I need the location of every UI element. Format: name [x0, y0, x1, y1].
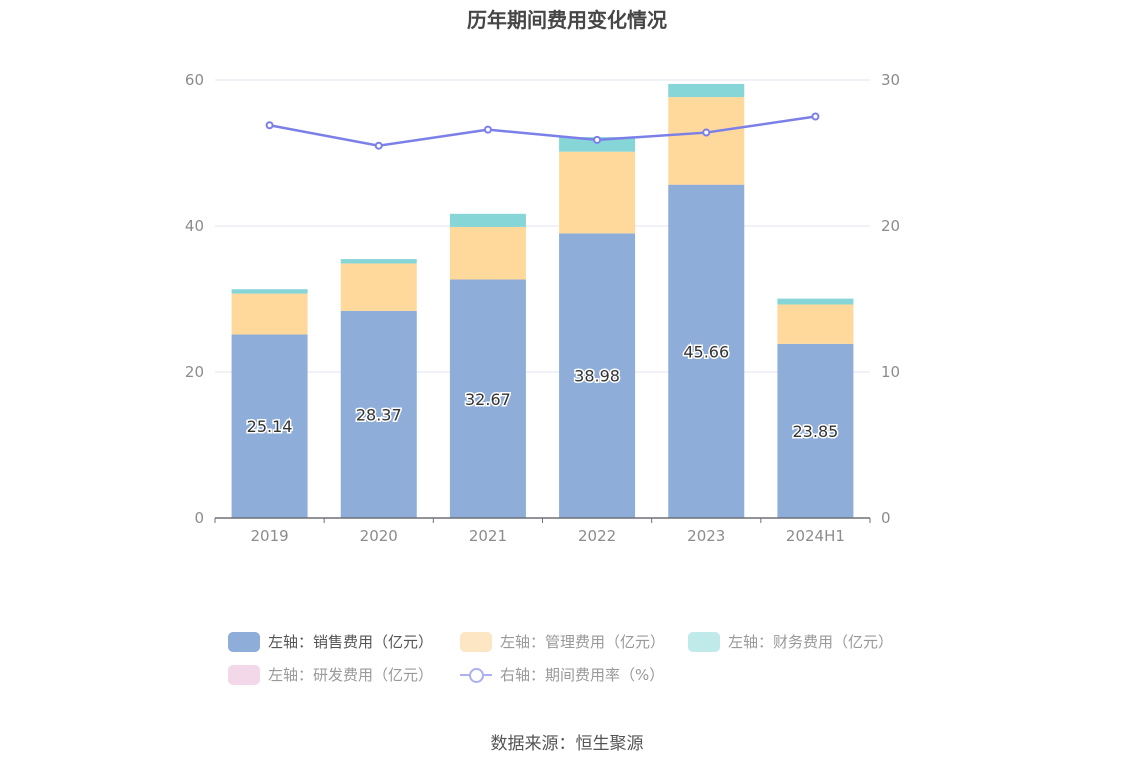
right-axis-tick-label: 20 — [881, 217, 900, 235]
expense-rate-point — [811, 112, 820, 121]
right-axis-tick-label: 10 — [881, 363, 900, 381]
bar-sales — [559, 233, 636, 519]
bar-value-label: 28.37 — [356, 405, 402, 424]
legend-item-admin[interactable]: 左轴：管理费用（亿元） — [460, 631, 665, 652]
legend-swatch-rnd — [228, 664, 260, 685]
x-axis-tick-label: 2020 — [360, 527, 398, 545]
bar-value-label: 32.67 — [465, 390, 511, 409]
left-axis-tick-label: 40 — [185, 217, 204, 235]
legend-label-sales: 左轴：销售费用（亿元） — [268, 633, 434, 651]
bar-admin — [777, 304, 854, 344]
legend-label-admin: 左轴：管理费用（亿元） — [500, 633, 666, 651]
bar-finance — [449, 213, 526, 227]
legend-swatch-finance — [688, 631, 720, 652]
legend-label-expense-rate: 右轴：期间费用率（%） — [500, 666, 665, 684]
bar-finance — [777, 298, 854, 305]
legend-swatch-expense-rate — [460, 665, 492, 685]
data-source: 数据来源：恒生聚源 — [490, 734, 644, 754]
expense-rate-point — [702, 128, 711, 137]
bar-admin — [449, 226, 526, 280]
bar-value-label: 23.85 — [793, 422, 839, 441]
x-axis-tick-label: 2022 — [578, 527, 616, 545]
bar-finance — [231, 289, 308, 294]
legend-label-finance: 左轴：财务费用（亿元） — [728, 633, 894, 651]
bar-admin — [340, 263, 417, 311]
expense-rate-point — [265, 121, 274, 130]
x-axis-tick-label: 2023 — [687, 527, 725, 545]
legend-swatch-admin — [460, 631, 492, 652]
bar-admin — [231, 293, 308, 335]
right-axis-tick-label: 30 — [881, 71, 900, 89]
legend-swatch-sales — [228, 631, 260, 652]
bar-value-label: 38.98 — [574, 367, 620, 386]
bar-sales — [777, 343, 854, 518]
left-axis-tick-label: 20 — [185, 363, 204, 381]
legend-item-sales[interactable]: 左轴：销售费用（亿元） — [228, 631, 433, 652]
legend-item-rnd[interactable]: 左轴：研发费用（亿元） — [228, 664, 433, 685]
bar-sales — [340, 310, 417, 518]
x-axis-tick-label: 2019 — [250, 527, 288, 545]
left-axis-tick-label: 60 — [185, 71, 204, 89]
bar-sales — [449, 279, 526, 518]
legend-item-expense-rate[interactable]: 右轴：期间费用率（%） — [460, 664, 664, 685]
bar-value-label: 45.66 — [683, 342, 729, 361]
x-axis-tick-label: 2021 — [469, 527, 507, 545]
expense-rate-point — [593, 135, 602, 144]
right-axis-tick-label: 0 — [881, 509, 891, 527]
expense-rate-point — [374, 141, 383, 150]
bar-finance — [340, 259, 417, 264]
bar-admin — [668, 97, 745, 185]
x-axis-tick-label: 2024H1 — [786, 527, 845, 545]
bar-admin — [559, 151, 636, 234]
expense-rate-line — [269, 115, 816, 147]
legend-label-rnd: 左轴：研发费用（亿元） — [268, 666, 434, 684]
chart-title: 历年期间费用变化情况 — [467, 8, 667, 32]
bar-value-label: 25.14 — [247, 417, 293, 436]
bar-sales — [231, 334, 308, 518]
expense-rate-point — [483, 125, 492, 134]
bar-finance — [668, 83, 745, 98]
legend-item-finance[interactable]: 左轴：财务费用（亿元） — [688, 631, 893, 652]
bar-finance — [559, 137, 636, 152]
left-axis-tick-label: 0 — [194, 509, 204, 527]
bar-sales — [668, 184, 745, 518]
